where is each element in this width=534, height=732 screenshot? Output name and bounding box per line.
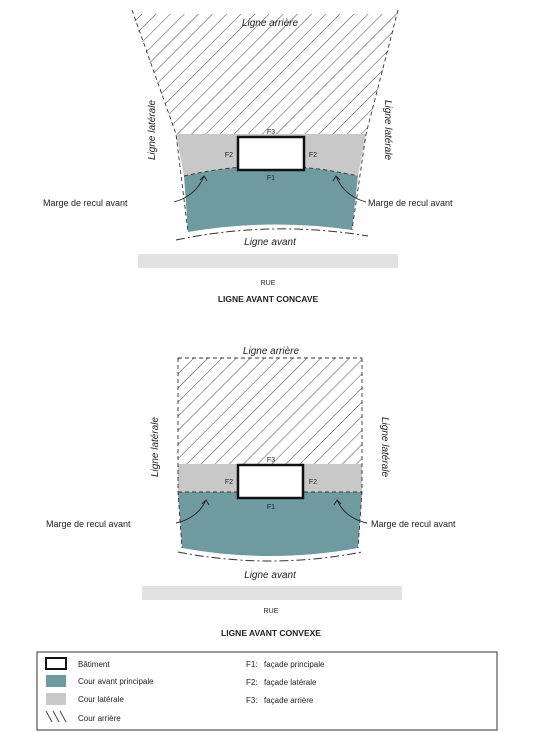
left-side-lot-line <box>131 9 189 233</box>
legend-swatch-building <box>45 657 67 670</box>
setback-arrow-right <box>333 499 368 524</box>
legend-swatch-side-yard <box>46 693 66 705</box>
front-yard-area <box>178 492 362 556</box>
front-lot-line <box>175 228 369 241</box>
building <box>236 135 306 172</box>
rear-yard-area <box>132 14 398 134</box>
facade-f1-label: F1 <box>267 175 275 182</box>
front-line-label: Ligne avant <box>244 237 297 248</box>
side-line-left-label: Ligne latérale <box>147 100 158 160</box>
facade-f3-label: F3 <box>267 457 275 464</box>
front-setback-left-label: Marge de recul avant <box>43 198 128 208</box>
setback-arrow-right <box>332 175 367 203</box>
facade-f2-left-label: F2 <box>225 479 233 486</box>
rear-line-label: Ligne arrière <box>242 18 299 29</box>
side-line-right-label: Ligne latérale <box>382 100 393 160</box>
front-setback-right-label: Marge de recul avant <box>368 198 453 208</box>
facade-f2-right-label: F2 <box>309 152 317 159</box>
building <box>236 463 305 500</box>
front-line-label: Ligne avant <box>244 570 297 581</box>
facade-f2-right-label: F2 <box>309 479 317 486</box>
rear-line-label: Ligne arrière <box>243 346 300 357</box>
street-label: RUE <box>264 608 279 615</box>
front-setback-left-label: Marge de recul avant <box>46 519 131 529</box>
legend-box: Bâtiment Cour avant principale Cour laté… <box>36 651 498 731</box>
side-line-left-label: Ligne latérale <box>150 417 161 477</box>
diagram-caption: LIGNE AVANT CONVEXE <box>221 628 321 638</box>
setback-arrow-left <box>175 499 210 524</box>
legend-facade-label-f2: façade latérale <box>264 678 317 687</box>
legend-facade-code-f1: F1: <box>246 660 258 669</box>
legend-facade-code-f2: F2: <box>246 678 258 687</box>
legend-facade-label-f3: façade arrière <box>264 696 314 705</box>
street-band <box>138 254 398 268</box>
diagram-caption: LIGNE AVANT CONCAVE <box>218 294 319 304</box>
street-band <box>142 586 402 600</box>
diagram-convex: Ligne arrière Ligne latérale Ligne latér… <box>46 346 456 638</box>
legend-swatch-rear-yard <box>45 710 67 723</box>
setback-arrow-left <box>173 175 208 203</box>
right-side-lot-line <box>351 9 399 231</box>
facade-f2-left-label: F2 <box>225 152 233 159</box>
facade-f3-label: F3 <box>267 129 275 136</box>
front-setback-right-label: Marge de recul avant <box>371 519 456 529</box>
legend-facade-code-f3: F3: <box>246 696 258 705</box>
rear-yard-area <box>178 358 362 464</box>
street-label: RUE <box>261 280 276 287</box>
legend-label-front-yard: Cour avant principale <box>78 677 154 686</box>
side-line-right-label: Ligne latérale <box>379 417 390 477</box>
legend-frame <box>36 651 498 731</box>
legend-label-building: Bâtiment <box>78 660 110 669</box>
facade-f1-label: F1 <box>267 504 275 511</box>
legend-swatch-front-yard <box>46 675 66 687</box>
front-lot-line <box>177 551 363 562</box>
legend-label-side-yard: Cour latérale <box>78 695 124 704</box>
front-yard-area <box>184 166 358 232</box>
legend-label-rear-yard: Cour arrière <box>78 714 121 723</box>
diagram-concave: Ligne arrière Ligne latérale Ligne latér… <box>43 9 453 304</box>
legend-facade-label-f1: façade principale <box>264 660 325 669</box>
